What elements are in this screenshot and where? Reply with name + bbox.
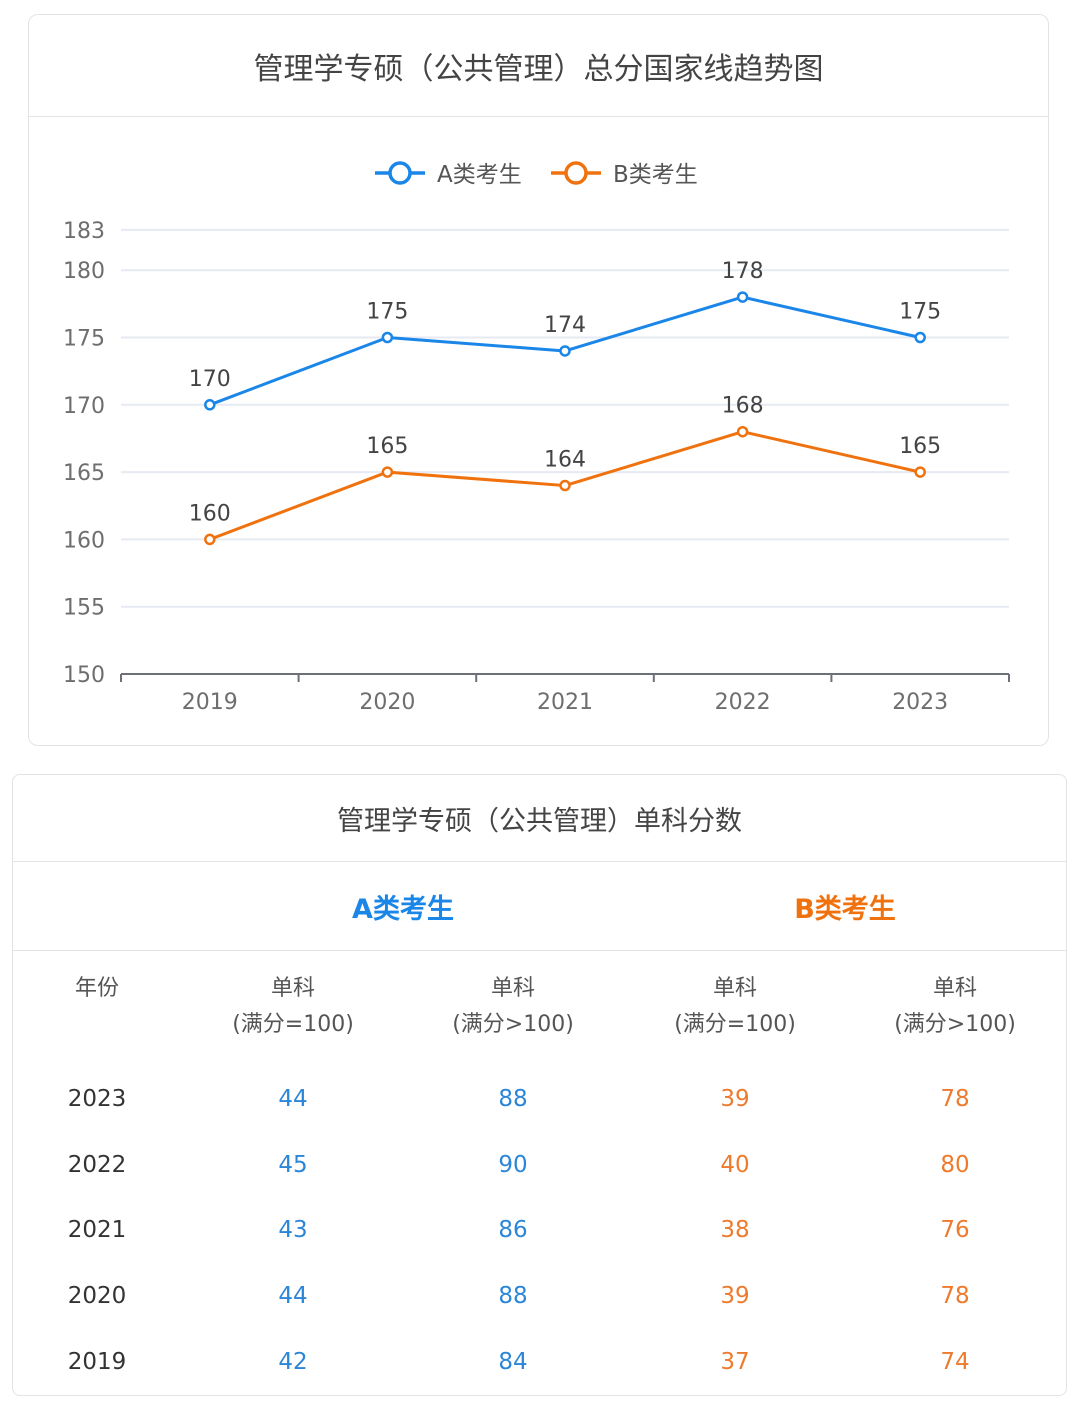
table-row: 2023 44 88 39 78 [13,1079,1066,1119]
y-tick-label: 160 [63,528,105,553]
line-chart: 150 155 160 165 170 175 180 183 2019 2020 2021 2022… [63,161,1010,715]
cell-b-single-over-100: 78 [940,1283,970,1309]
cell-a-single-100: 42 [278,1349,308,1375]
chart-card: 管理学专硕（公共管理）总分国家线趋势图 150 155 160 165 170 175 18… [28,14,1049,746]
legend-label-b: B类考生 [613,162,698,188]
data-label: 170 [189,367,231,392]
col-header-line2: (满分=100) [674,1012,796,1037]
data-label: 164 [544,448,586,473]
cell-year: 2021 [67,1217,127,1243]
group-b-label: B类考生 [794,893,896,925]
table-row: 2022 45 90 40 80 [13,1145,1066,1185]
cell-b-single-over-100: 78 [940,1086,970,1112]
y-tick-label: 183 [63,219,105,244]
y-tick-label: 180 [63,259,105,284]
cell-b-single-100: 38 [720,1217,750,1243]
col-header-b-single-over-100: 单科 (满分>100) [875,971,1035,1043]
col-header-year: 年份 [57,971,137,1007]
cell-year: 2020 [67,1283,127,1309]
col-header-year-label: 年份 [74,976,119,1001]
cell-year: 2019 [67,1349,127,1375]
data-label: 165 [366,434,408,459]
data-point [914,466,926,478]
cell-a-single-over-100: 88 [498,1086,528,1112]
cell-a-single-100: 44 [278,1086,308,1112]
x-tick-label: 2020 [359,690,415,715]
legend-marker-icon [564,161,588,185]
col-header-line1: 单科 [712,976,757,1001]
table-title: 管理学专硕（公共管理）单科分数 [13,775,1066,862]
data-point [381,331,394,344]
cell-b-single-100: 37 [720,1349,750,1375]
y-tick-label: 165 [63,461,105,486]
cell-a-single-over-100: 90 [498,1152,528,1178]
col-header-line2: (满分>100) [452,1012,574,1037]
col-header-line1: 单科 [270,976,315,1001]
chart-title: 管理学专硕（公共管理）总分国家线趋势图 [29,15,1048,117]
col-header-line2: (满分>100) [894,1012,1016,1037]
y-tick-label: 175 [63,327,105,352]
y-tick-label: 170 [63,394,105,419]
cell-a-single-100: 43 [278,1217,308,1243]
cell-b-single-over-100: 74 [940,1349,970,1375]
cell-year: 2023 [67,1086,127,1112]
data-label: 174 [544,313,586,338]
col-header-b-single-100: 单科 (满分=100) [655,971,815,1043]
cell-a-single-100: 44 [278,1283,308,1309]
group-a-label: A类考生 [352,893,454,925]
score-table-card: 管理学专硕（公共管理）单科分数 A类考生 B类考生 年份 单科 (满分=100)… [12,774,1067,1396]
col-header-a-single-100: 单科 (满分=100) [213,971,373,1043]
table-row: 2019 42 84 37 74 [13,1342,1066,1382]
col-header-line1: 单科 [932,976,977,1001]
y-tick-label: 155 [63,596,105,621]
table-row: 2021 43 86 38 76 [13,1210,1066,1250]
data-label: 175 [366,300,408,325]
data-point [204,399,216,411]
data-label: 168 [722,394,764,419]
x-tick-label: 2022 [715,690,771,715]
x-tick-label: 2021 [537,690,593,715]
group-header-row: A类考生 B类考生 [13,862,1066,951]
data-point [736,291,749,303]
cell-b-single-100: 40 [720,1152,750,1178]
cell-a-single-over-100: 86 [498,1217,528,1243]
data-point [559,345,571,357]
data-label: 178 [722,259,764,284]
col-header-line2: (满分=100) [232,1012,354,1037]
cell-b-single-100: 39 [720,1283,750,1309]
cell-b-single-100: 39 [720,1086,750,1112]
y-tick-label: 150 [63,663,105,688]
data-point [736,425,749,438]
cell-a-single-100: 45 [278,1152,308,1178]
x-tick-label: 2019 [182,690,238,715]
cell-b-single-over-100: 80 [940,1152,970,1178]
data-point [914,331,926,344]
col-header-a-single-over-100: 单科 (满分>100) [433,971,593,1043]
x-tick-label: 2023 [892,690,948,715]
data-point [381,466,394,478]
data-point [204,533,216,546]
data-label: 160 [189,501,231,526]
col-header-line1: 单科 [490,976,535,1001]
data-point [559,479,571,492]
legend-marker-icon [388,161,412,185]
table-row: 2020 44 88 39 78 [13,1276,1066,1316]
cell-a-single-over-100: 84 [498,1349,528,1375]
cell-year: 2022 [67,1152,127,1178]
legend-label-a: A类考生 [437,162,522,188]
data-label: 175 [899,300,941,325]
cell-a-single-over-100: 88 [498,1283,528,1309]
data-label: 165 [899,434,941,459]
cell-b-single-over-100: 76 [940,1217,970,1243]
